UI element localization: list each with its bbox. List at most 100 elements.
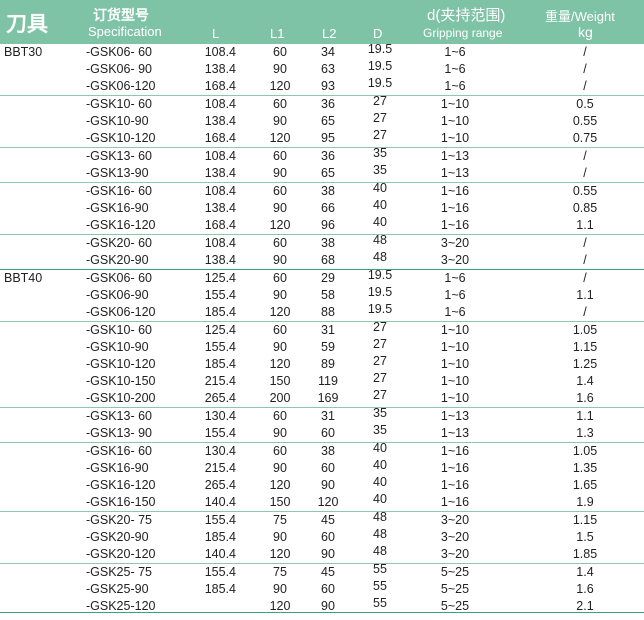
cell-l: 138.4 [204,166,236,180]
cell-l1: 90 [273,114,287,128]
cell-weight: 0.85 [572,201,598,215]
cell-grip-range: 3~20 [440,530,470,544]
cell-l: 168.4 [204,131,236,145]
cell-l2: 65 [321,114,335,128]
cell-l2: 89 [321,357,335,371]
cell-spec: -GSK10- 60 [86,97,153,111]
table-row: -GSK16- 60 108.4 60 38 40 1~16 0.55 [0,181,644,200]
cell-l: 155.4 [204,340,236,354]
cell-d-diameter: 48 [373,510,387,524]
cell-d-diameter: 35 [373,406,387,420]
cell-weight: / [583,166,587,180]
cell-weight: 1.25 [572,357,598,371]
cell-l2: 45 [321,565,335,579]
cell-spec: -GSK06-120 [86,305,156,319]
cell-l1: 120 [269,218,291,232]
table-row: -GSK16-150 140.4 150 120 40 1~16 1.9 [0,492,644,511]
cell-l: 265.4 [204,478,236,492]
table-row: -GSK10-120 168.4 120 95 27 1~10 0.75 [0,128,644,147]
cell-l1: 90 [273,253,287,267]
cell-l: 130.4 [204,444,236,458]
cell-grip-range: 1~16 [440,184,470,198]
cell-l1: 120 [269,547,291,561]
header-l2: L2 [322,26,337,41]
cell-weight: 0.55 [572,114,598,128]
cell-d-diameter: 40 [373,181,387,195]
cell-l2: 90 [321,547,335,561]
table-body: BBT30 -GSK06- 60 108.4 60 34 19.5 1~6/-GSK06- … [0,42,644,615]
cell-l1: 90 [273,426,287,440]
cell-l1: 60 [273,409,287,423]
table-row: -GSK10-120 185.4 120 89 27 1~10 1.25 [0,354,644,373]
cell-spec: -GSK06- 60 [86,45,153,59]
cell-d-diameter: 27 [373,320,387,334]
cell-grip-range: 1~13 [440,426,470,440]
cell-l2: 59 [321,340,335,354]
cell-weight: 1.1 [576,288,594,302]
cell-d-diameter: 19.5 [367,302,393,316]
cell-weight: 0.55 [572,184,598,198]
cell-grip-range: 1~16 [440,218,470,232]
cell-l2: 93 [321,79,335,93]
cell-spec: -GSK13- 90 [86,426,153,440]
cell-l2: 120 [317,495,339,509]
cell-weight: / [583,45,587,59]
table-row: -GSK20- 60 108.4 60 38 48 3~20 / [0,233,644,252]
table-row: -GSK13- 60 108.4 60 36 35 1~13 / [0,146,644,165]
cell-grip-range: 1~10 [440,340,470,354]
cell-weight: / [583,62,587,76]
cell-spec: -GSK06-120 [86,79,156,93]
table-row: -GSK25-90 185.4 90 60 55 5~25 1.6 [0,579,644,598]
cell-l: 138.4 [204,253,236,267]
cell-l1: 90 [273,582,287,596]
cell-d-diameter: 40 [373,475,387,489]
cell-spec: -GSK06-90 [86,288,149,302]
cell-spec: -GSK25- 75 [86,565,153,579]
table-row: BBT30 -GSK06- 60 108.4 60 34 19.5 1~6 / [0,42,644,61]
cell-grip-range: 1~13 [440,149,470,163]
cell-spec: -GSK16-120 [86,478,156,492]
table-row: -GSK06-90 155.4 90 58 19.5 1~6 1.1 [0,285,644,304]
cell-l2: 90 [321,599,335,613]
cell-weight: / [583,271,587,285]
cell-d-diameter: 40 [373,215,387,229]
cell-l1: 60 [273,45,287,59]
cell-l2: 119 [318,374,338,388]
cell-l1: 60 [273,271,287,285]
cell-l1: 60 [273,323,287,337]
cell-grip-range: 3~20 [440,513,470,527]
cell-l: 185.4 [204,582,236,596]
cell-spec: -GSK25-90 [86,582,149,596]
cell-weight: 1.65 [572,478,598,492]
header-l1: L1 [270,26,285,41]
cell-l: 108.4 [204,97,236,111]
cell-weight: / [583,305,587,319]
table-row: -GSK13-90 138.4 90 65 35 1~13 / [0,163,644,182]
cell-l: 155.4 [204,565,236,579]
cell-l: 130.4 [204,409,236,423]
cell-spec: -GSK13- 60 [86,409,153,423]
cell-l1: 120 [269,478,291,492]
cell-l: 108.4 [204,184,236,198]
table-row: -GSK20-90 185.4 90 60 48 3~20 1.5 [0,527,644,546]
cell-d-diameter: 40 [373,458,387,472]
cell-weight: 1.15 [572,340,598,354]
cell-spec: -GSK16-150 [86,495,156,509]
cell-l1: 75 [273,565,287,579]
cell-grip-range: 1~10 [440,97,470,111]
cell-l2: 169 [317,391,339,405]
cell-d-diameter: 27 [373,371,387,385]
cell-l: 155.4 [204,513,236,527]
cell-weight: / [583,79,587,93]
cell-l1: 75 [273,513,287,527]
cell-grip-range: 1~6 [444,288,466,302]
cell-weight: 1.05 [572,444,598,458]
cell-l: 155.4 [204,288,236,302]
table-row: -GSK16- 60 130.4 60 38 40 1~16 1.05 [0,441,644,460]
cell-grip-range: 1~6 [444,62,466,76]
header-grip-en: Gripping range [423,26,503,40]
cell-d-diameter: 40 [373,492,387,506]
cell-weight: 1.1 [576,409,594,423]
cell-l2: 65 [321,166,335,180]
cell-l1: 60 [273,236,287,250]
